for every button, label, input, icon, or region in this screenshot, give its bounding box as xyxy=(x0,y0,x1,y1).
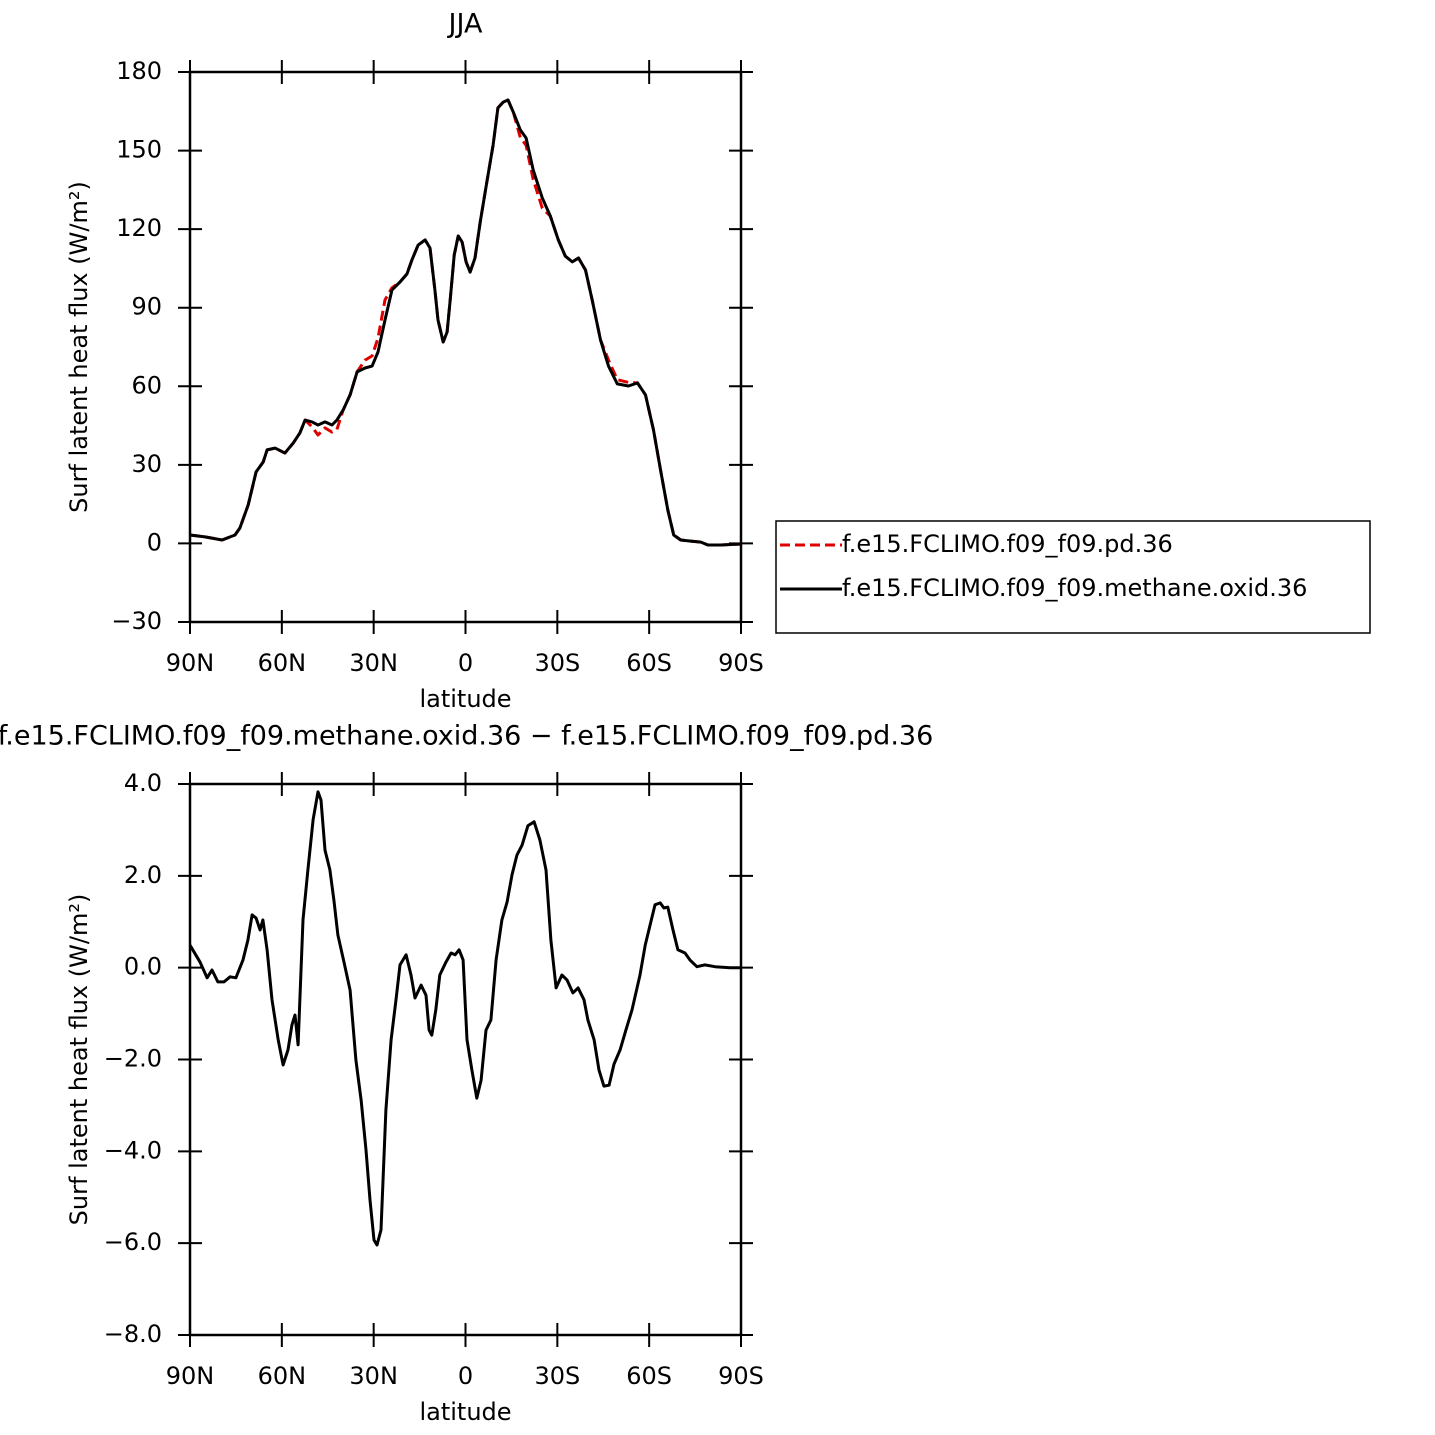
plot-frame xyxy=(188,70,743,624)
legend-label: f.e15.FCLIMO.f09_f09.pd.36 xyxy=(842,530,1173,558)
x-axis-label: latitude xyxy=(419,685,511,713)
y-tick-label: 2.0 xyxy=(124,861,162,889)
data-line xyxy=(189,98,742,547)
legend-label: f.e15.FCLIMO.f09_f09.methane.oxid.36 xyxy=(842,574,1307,602)
y-tick-label: 4.0 xyxy=(124,769,162,797)
data-line xyxy=(189,98,742,547)
y-tick-label: 60 xyxy=(131,371,162,399)
x-tick-label: 60S xyxy=(626,1362,672,1390)
y-tick-label: −8.0 xyxy=(104,1320,162,1348)
y-tick-label: −6.0 xyxy=(104,1228,162,1256)
legend-box xyxy=(775,520,1371,634)
x-tick-label: 60S xyxy=(626,649,672,677)
x-tick-label: 30S xyxy=(534,649,580,677)
plot-frame xyxy=(188,782,743,1337)
y-tick-label: 150 xyxy=(116,136,162,164)
x-tick-label: 90S xyxy=(718,649,764,677)
y-tick-label: 0 xyxy=(147,528,162,556)
x-tick-label: 0 xyxy=(458,649,473,677)
y-tick-label: −4.0 xyxy=(104,1136,162,1164)
x-tick-label: 0 xyxy=(458,1362,473,1390)
x-tick-label: 60N xyxy=(258,649,307,677)
data-line xyxy=(188,790,741,1247)
x-tick-label: 90N xyxy=(166,649,215,677)
y-tick-label: 30 xyxy=(131,450,162,478)
chart-title: f.e15.FCLIMO.f09_f09.methane.oxid.36 − f… xyxy=(0,721,933,752)
x-tick-label: 30N xyxy=(349,649,398,677)
y-tick-label: −30 xyxy=(111,607,162,635)
y-tick-label: −2.0 xyxy=(104,1045,162,1073)
x-axis-label: latitude xyxy=(419,1398,511,1426)
y-tick-label: 120 xyxy=(116,214,162,242)
x-tick-label: 30N xyxy=(349,1362,398,1390)
x-tick-label: 30S xyxy=(534,1362,580,1390)
y-tick-label: 90 xyxy=(131,293,162,321)
y-tick-label: 0.0 xyxy=(124,953,162,981)
y-axis-label: Surf latent heat flux (W/m²) xyxy=(65,181,93,513)
x-tick-label: 60N xyxy=(258,1362,307,1390)
y-axis-label: Surf latent heat flux (W/m²) xyxy=(65,894,93,1226)
x-tick-label: 90S xyxy=(718,1362,764,1390)
x-tick-label: 90N xyxy=(166,1362,215,1390)
y-tick-label: 180 xyxy=(116,57,162,85)
chart-title: JJA xyxy=(447,9,483,40)
